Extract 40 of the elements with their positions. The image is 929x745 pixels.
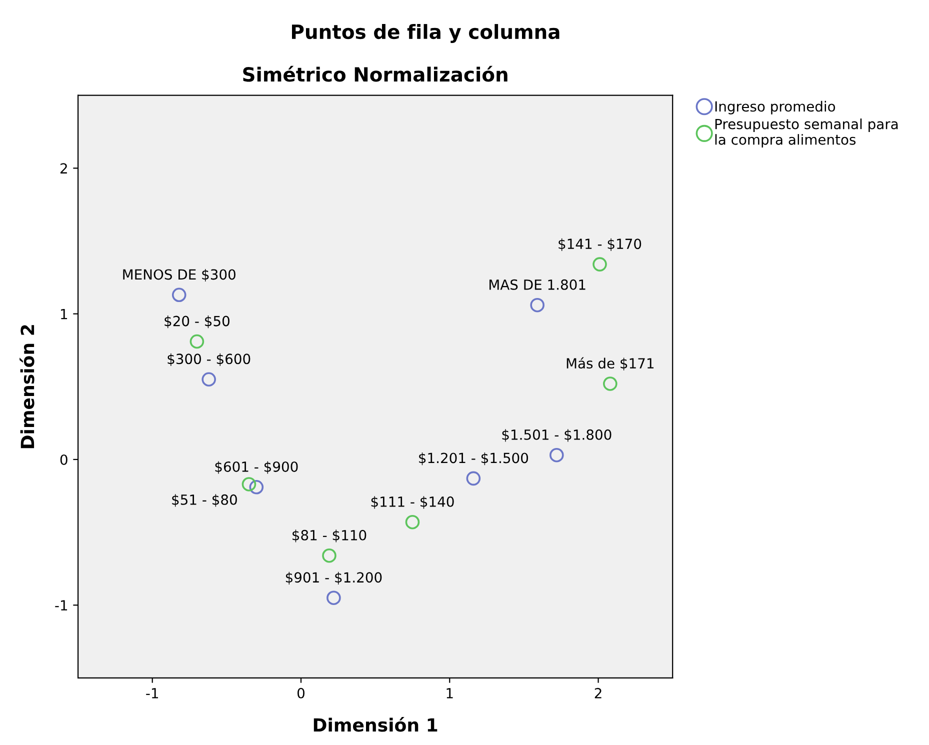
- data-label: $20 - $50: [164, 316, 230, 328]
- point: [249, 480, 264, 494]
- point: [603, 376, 618, 391]
- data-label: MENOS DE $300: [123, 268, 236, 282]
- data-label: $111 - $140: [371, 496, 454, 509]
- data-label: Más de $171: [566, 357, 654, 370]
- x-tick-label: 0: [297, 688, 304, 698]
- point: [322, 548, 336, 563]
- x-tick-label: 2: [594, 688, 602, 698]
- x-tick-label: 1: [446, 688, 453, 698]
- y-tick-label: 0: [60, 454, 68, 465]
- point: [592, 257, 607, 272]
- y-tick-label: 2: [60, 163, 67, 174]
- data-label: MAS DE 1.801: [490, 279, 586, 290]
- legend-label: Ingreso promedio: [715, 100, 836, 114]
- y-axis-title: Dimensión 2: [20, 325, 34, 448]
- data-label: $601 - $900: [215, 461, 298, 474]
- point: [242, 477, 256, 492]
- data-label: $901 - $1.200: [286, 572, 382, 584]
- chart-subtitle: Simétrico Normalización: [243, 66, 508, 82]
- point: [530, 298, 544, 312]
- point: [202, 372, 216, 387]
- point: [550, 448, 564, 462]
- data-label: $300 - $600: [168, 353, 250, 366]
- data-label: $81 - $110: [292, 530, 366, 542]
- point: [405, 514, 420, 530]
- y-tick-label: -1: [55, 600, 68, 610]
- data-label: $141 - $170: [558, 238, 642, 251]
- legend-label: Presupuesto semanal para la compra alimentos: [715, 118, 898, 148]
- data-label: $51 - $80: [172, 494, 237, 507]
- chart-title: Puntos de fila y columna: [292, 24, 560, 44]
- point: [172, 288, 186, 302]
- point: [326, 590, 341, 605]
- point: [466, 471, 481, 486]
- x-tick-label: -1: [146, 688, 158, 698]
- data-label: $1.501 - $1.800: [502, 429, 612, 442]
- y-tick-label: 1: [61, 308, 68, 320]
- x-axis-title: Dimensión 1: [314, 717, 438, 732]
- data-label: $1.201 - $1.500: [419, 452, 528, 466]
- point: [190, 334, 204, 349]
